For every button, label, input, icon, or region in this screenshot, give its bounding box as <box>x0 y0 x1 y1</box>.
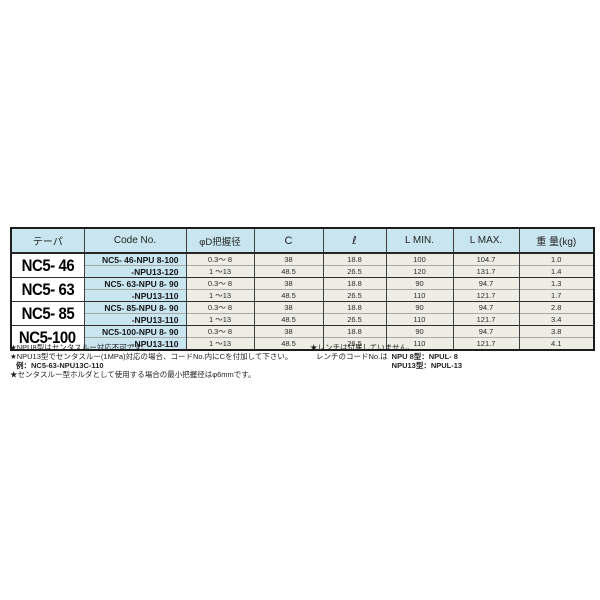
l-min-cell: 110 <box>385 289 454 302</box>
table-row: NC5-100 NC5-100-NPU 8- 90 0.3～ 8 38 18.8… <box>10 325 595 350</box>
col-header-weight: 重 量(kg) <box>518 227 595 254</box>
ell-cell: 26.5 <box>322 289 387 302</box>
weight-cell: 1.7 <box>518 289 595 302</box>
c-cell: 48.5 <box>253 265 324 278</box>
grip-range-cell: 0.3～ 8 <box>185 301 255 314</box>
l-min-cell: 110 <box>385 337 454 350</box>
table-row: NC5- 63 NC5- 63-NPU 8- 90 0.3～ 8 38 18.8… <box>10 277 595 302</box>
l-max-cell: 131.7 <box>452 265 520 278</box>
header-row: テーパ Code No. φD把握径 C ℓ L MIN. L MAX. 重 量… <box>10 227 595 254</box>
weight-cell: 2.8 <box>518 301 595 314</box>
table-row: -NPU13-110 1 ～13 48.5 26.5 110 121.7 4.1 <box>11 337 595 350</box>
taper-label: NC5- 85 <box>21 303 75 323</box>
ell-cell: 18.8 <box>322 277 387 290</box>
l-max-cell: 94.7 <box>452 325 520 338</box>
code-cell: NC5- 85-NPU 8- 90 <box>83 301 187 314</box>
weight-cell: 1.0 <box>518 252 595 266</box>
note-npu8: ★NPU8型はセンタスルー対応不可です。 <box>10 343 149 352</box>
l-max-cell: 94.7 <box>452 277 520 290</box>
footnotes-left: ★NPU8型はセンタスルー対応不可です。 ★NPU13型でセンタスルー(1MPa… <box>10 343 292 379</box>
wrench-code-npu8: NPU 8型：NPUL- 8 <box>391 352 458 361</box>
l-min-cell: 90 <box>385 277 454 290</box>
l-min-cell: 100 <box>385 252 454 266</box>
l-min-cell: 120 <box>385 265 454 278</box>
code-cell: -NPU13-110 <box>83 337 187 350</box>
c-cell: 38 <box>253 301 324 314</box>
c-cell: 48.5 <box>253 289 324 302</box>
l-max-cell: 121.7 <box>452 289 520 302</box>
col-header-l-min: L MIN. <box>385 227 454 254</box>
note-center-thru: ★センタスルー型ホルダとして使用する場合の最小把握径はφ6mmです。 <box>10 370 256 379</box>
weight-cell: 1.3 <box>518 277 595 290</box>
taper-cell: NC5- 85 <box>10 301 85 326</box>
l-max-cell: 104.7 <box>452 252 520 266</box>
col-header-code-no: Code No. <box>83 227 187 254</box>
ell-cell: 18.8 <box>322 301 387 314</box>
grip-range-cell: 1 ～13 <box>185 313 255 326</box>
code-cell: NC5- 63-NPU 8- 90 <box>83 277 187 290</box>
taper-cell: NC5- 63 <box>10 277 85 302</box>
weight-cell: 4.1 <box>518 337 595 350</box>
ell-cell: 26.5 <box>322 313 387 326</box>
ell-cell: 26.5 <box>322 337 387 350</box>
note-example-code: 例：NC5-63-NPU13C-110 <box>16 361 104 370</box>
c-cell: 38 <box>253 325 324 338</box>
col-header-ell: ℓ <box>322 227 387 254</box>
grip-range-cell: 1 ～13 <box>185 265 255 278</box>
taper-cell: NC5-100 <box>10 325 85 350</box>
l-max-cell: 121.7 <box>452 337 520 350</box>
l-max-cell: 121.7 <box>452 313 520 326</box>
taper-label: NC5- 46 <box>21 255 75 275</box>
l-max-cell: 94.7 <box>452 301 520 314</box>
code-cell: -NPU13-110 <box>83 289 187 302</box>
code-cell: -NPU13-110 <box>83 313 187 326</box>
weight-cell: 3.8 <box>518 325 595 338</box>
ell-cell: 26.5 <box>322 265 387 278</box>
note-wrench: ★レンチは付属していません。 <box>310 343 415 352</box>
wrench-code-prefix: レンチのコードNo.は <box>316 352 388 361</box>
grip-range-cell: 1 ～13 <box>185 337 255 350</box>
c-cell: 48.5 <box>253 313 324 326</box>
c-cell: 38 <box>253 252 324 266</box>
grip-range-cell: 0.3～ 8 <box>185 277 255 290</box>
col-header-c: C <box>253 227 324 254</box>
col-header-grip-range: φD把握径 <box>185 227 255 254</box>
note-npu13: ★NPU13型でセンタスルー(1MPa)対応の場合、コードNo.内にCを付加して… <box>10 352 293 361</box>
weight-cell: 3.4 <box>518 313 595 326</box>
table-row: -NPU13-110 1 ～13 48.5 26.5 110 121.7 3.4 <box>11 313 595 326</box>
ell-cell: 18.8 <box>322 252 387 266</box>
table-row: -NPU13-110 1 ～13 48.5 26.5 110 121.7 1.7 <box>11 289 595 302</box>
weight-cell: 1.4 <box>518 265 595 278</box>
grip-range-cell: 0.3～ 8 <box>185 325 255 338</box>
table-row: NC5- 85 NC5- 85-NPU 8- 90 0.3～ 8 38 18.8… <box>10 301 595 326</box>
col-header-l-max: L MAX. <box>452 227 520 254</box>
ell-cell: 18.8 <box>322 325 387 338</box>
code-cell: -NPU13-120 <box>83 265 187 278</box>
table-row: -NPU13-120 1 ～13 48.5 26.5 120 131.7 1.4 <box>11 265 595 278</box>
taper-cell: NC5- 46 <box>10 252 85 278</box>
footnotes-right: ★レンチは付属していません。 レンチのコードNo.は NPU 8型：NPUL- … <box>310 343 462 370</box>
table-row: NC5- 46 NC5- 46-NPU 8-100 0.3～ 8 38 18.8… <box>10 252 595 278</box>
l-min-cell: 110 <box>385 313 454 326</box>
spec-table: テーパ Code No. φD把握径 C ℓ L MIN. L MAX. 重 量… <box>10 227 595 351</box>
grip-range-cell: 1 ～13 <box>185 289 255 302</box>
grip-range-cell: 0.3～ 8 <box>185 252 255 266</box>
col-header-taper: テーパ <box>10 227 85 254</box>
wrench-code-npu13: NPU13型：NPUL-13 <box>391 361 463 370</box>
code-cell: NC5- 46-NPU 8-100 <box>83 252 187 266</box>
l-min-cell: 90 <box>385 301 454 314</box>
taper-label: NC5-100 <box>19 327 77 347</box>
c-cell: 38 <box>253 277 324 290</box>
code-cell: NC5-100-NPU 8- 90 <box>83 325 187 338</box>
l-min-cell: 90 <box>385 325 454 338</box>
taper-label: NC5- 63 <box>21 279 75 299</box>
